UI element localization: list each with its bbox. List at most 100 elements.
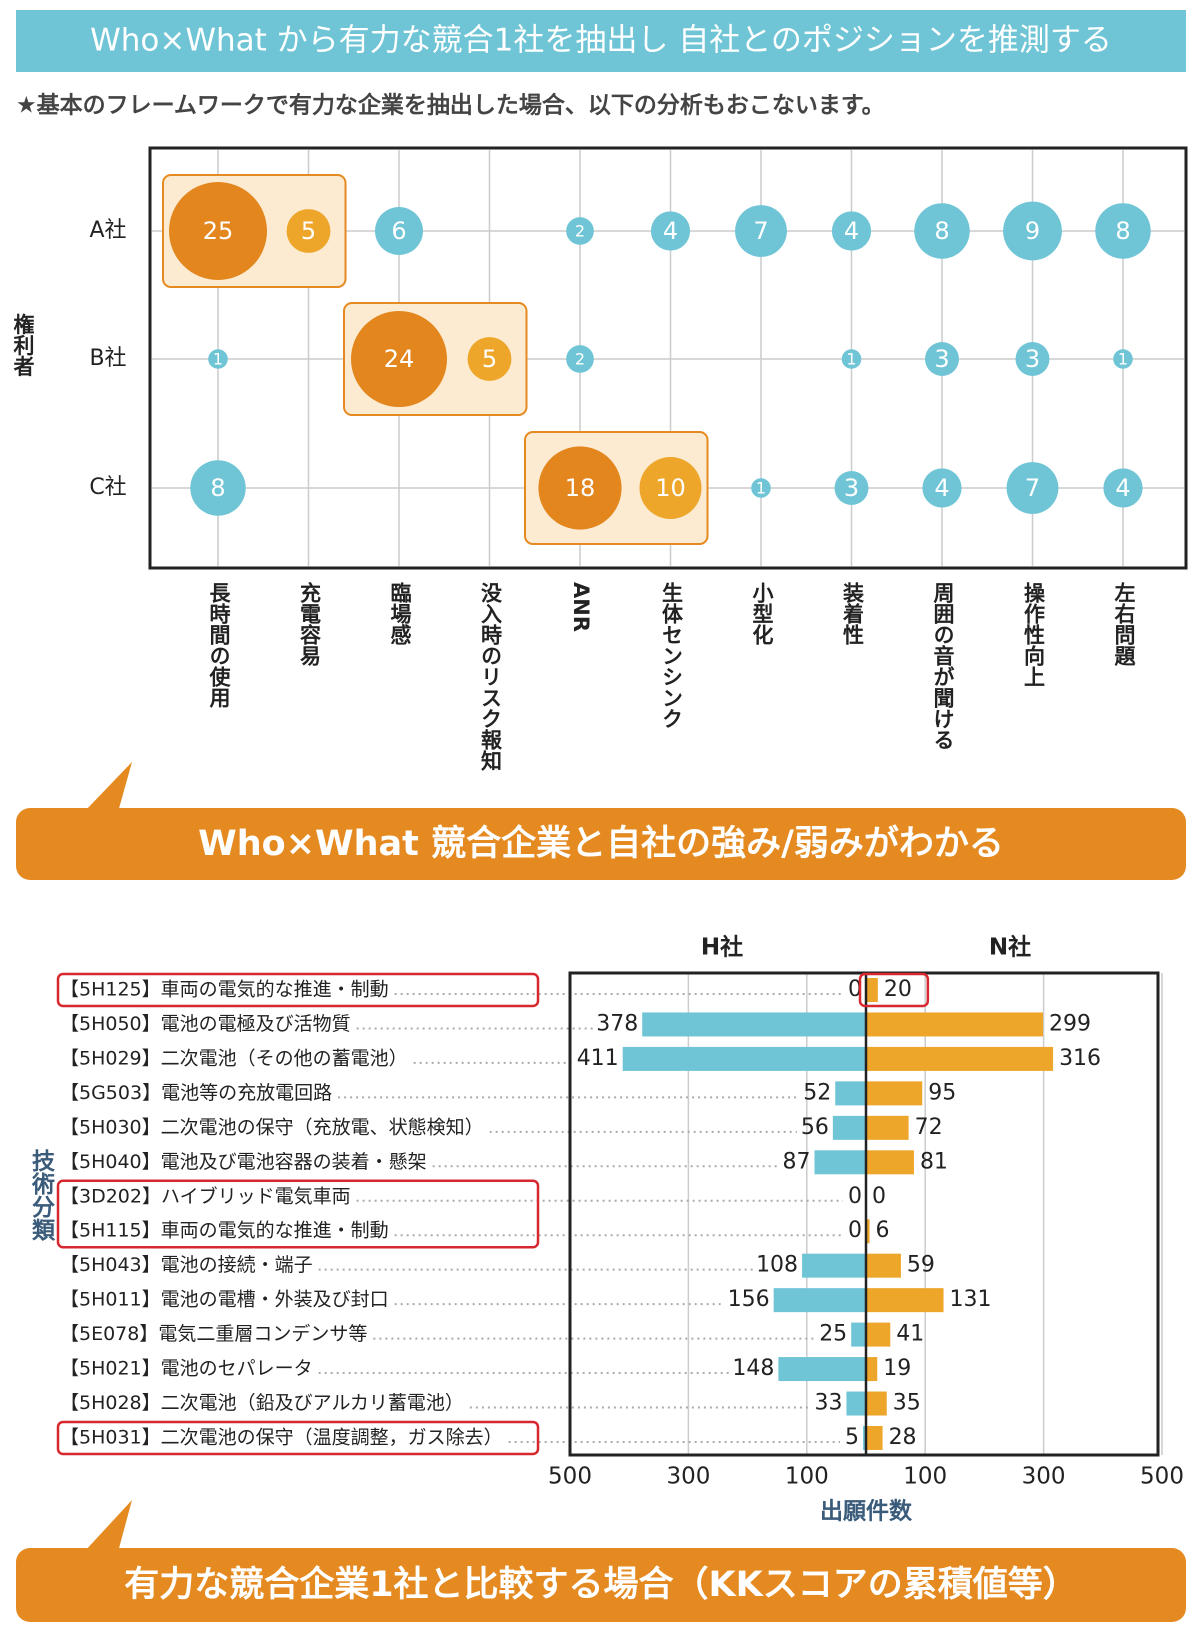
category-label: 【5H050】電池の電極及び活物質 [60,1013,351,1035]
row-label: B社 [89,346,126,371]
highlight-box [56,1420,540,1456]
bubble [208,349,228,369]
value-label: 59 [907,1253,935,1278]
highlight-box [858,972,930,1008]
bubble [374,206,424,256]
category-label: 【5H030】二次電池の保守（充放電、状態検知） [60,1116,484,1138]
x-tick-label: 操作性向上 [1022,582,1046,687]
bubble-label: 1 [756,479,766,498]
value-label: 0 [848,977,862,1002]
row-label: C社 [89,475,126,500]
value-label: 28 [889,1425,917,1450]
category-label: 【5G503】電池等の充放電回路 [60,1082,332,1104]
bubble [639,457,702,519]
bar [846,1391,866,1416]
bubble-label: 6 [391,217,406,245]
bubble-label: 9 [1025,217,1040,245]
category-label: 【3D202】ハイブリッド電気車両 [60,1184,351,1207]
bubble [467,337,512,381]
bubble-label: 4 [934,474,949,502]
value-label: 52 [803,1080,831,1105]
bubble-label: 1 [1118,350,1128,369]
bubble-label: 4 [663,217,678,245]
banner-tail [84,1500,132,1552]
bar [866,1219,870,1244]
value-label: 87 [782,1149,810,1174]
value-label: 108 [756,1253,798,1278]
x-tick-label: 長時間の使用 [207,582,232,709]
bar [832,1115,866,1140]
value-label: 35 [893,1391,921,1416]
bubble-label: 3 [1025,345,1040,373]
value-label: 25 [819,1322,847,1347]
bar [866,1253,901,1278]
value-label: 0 [848,1218,862,1243]
bubble [1103,468,1143,508]
bar [866,1081,923,1106]
value-label: 148 [732,1356,774,1381]
bar [866,1150,914,1175]
value-label: 0 [872,1184,886,1209]
header-note: ★基本のフレームワークで有力な企業を抽出した場合、以下の分析もおこないます。 [16,92,885,119]
y-axis-label: 技術分類 [28,1149,57,1242]
category-label: 【5H011】電池の電槽・外装及び封口 [60,1289,389,1311]
bar [851,1322,866,1347]
bubble-label: 3 [844,474,859,502]
bubble [1095,203,1151,259]
category-label: 【5H031】二次電池の保守（温度調整，ガス除去） [60,1426,503,1448]
highlight-box [56,1179,540,1249]
bubble-label: 7 [1025,474,1040,502]
bubble-label: 2 [575,222,585,241]
bar [642,1012,866,1037]
bubble [350,310,448,408]
value-label: 56 [801,1115,829,1140]
value-label: 81 [920,1149,948,1174]
banner-text: Who×What 競合企業と自社の強み/弱みがわかる [198,823,1004,864]
bubble-label: 8 [210,474,225,502]
bubble [751,478,771,498]
bubble [566,345,594,373]
value-label: 5 [845,1425,859,1450]
bubble [922,468,962,508]
value-label: 316 [1059,1046,1101,1071]
category-label: 【5H040】電池及び電池容器の装着・懸架 [60,1151,427,1173]
bubble-label: 1 [213,350,223,369]
bar [773,1288,866,1313]
x-tick-label: 300 [1022,1464,1066,1490]
banner-text: 有力な競合企業1社と比較する場合（KKスコアの累積値等） [124,1564,1078,1605]
bubble [1113,349,1133,369]
bubble-label: 4 [1115,474,1130,502]
bubble-label: 7 [753,217,768,245]
bubble [1015,342,1050,376]
value-label: 131 [950,1287,992,1312]
value-label: 95 [928,1080,956,1105]
value-label: 20 [884,977,912,1002]
bubble [914,203,970,259]
bubble-label: 3 [934,345,949,373]
value-label: 378 [596,1011,638,1036]
bar [866,1288,944,1313]
x-tick-label: 装着性 [841,582,866,646]
bar [866,1322,891,1347]
bubble-label: 8 [1115,217,1130,245]
x-tick-label: 没入時のリスク報知 [479,582,503,772]
bubble-label: 5 [482,345,497,373]
value-label: 0 [848,1184,862,1209]
bar [866,978,878,1002]
bar [866,1425,883,1450]
bar [866,1012,1044,1037]
bubble [190,460,246,516]
bubble [735,205,787,257]
x-tick-label: 100 [903,1464,947,1490]
x-tick-label: 300 [666,1464,710,1490]
bar [835,1081,866,1106]
x-tick-label: 100 [785,1464,829,1490]
bar [778,1357,866,1382]
bar [866,1357,878,1382]
x-tick-label: 生体センシンク [660,581,684,729]
header-bar [16,10,1186,72]
y-axis-label: 権利者 [11,313,35,378]
bubble-label: 1 [846,350,856,369]
bubble [1006,462,1059,514]
